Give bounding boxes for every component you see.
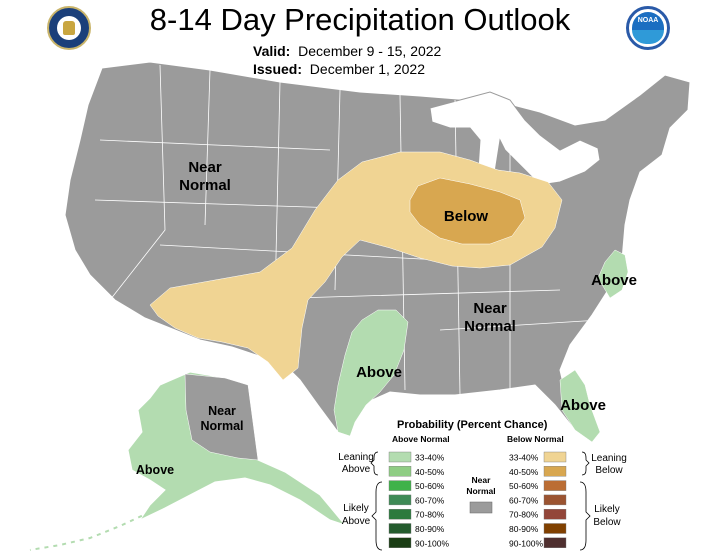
legend-near-normal-line1: Near bbox=[472, 475, 492, 485]
noaa-logo-icon: NOAA bbox=[626, 6, 670, 50]
legend-below-label-3: 60-70% bbox=[509, 495, 539, 505]
legend-below-label-6: 90-100% bbox=[509, 538, 543, 548]
map-title: 8-14 Day Precipitation Outlook bbox=[149, 2, 571, 37]
alaska-near-normal bbox=[184, 373, 259, 461]
legend-above-label-3: 60-70% bbox=[415, 495, 445, 505]
legend-below-swatch-4 bbox=[543, 509, 567, 520]
legend-above-swatches: 33-40% 40-50% 50-60% 60-70% 70-80% 80-90% 90-1… bbox=[388, 451, 449, 548]
legend-leaning-below-line1: Leaning bbox=[591, 453, 627, 464]
label-near-normal-alaska-line1: Near bbox=[208, 404, 236, 418]
legend-leaning-below-line2: Below bbox=[595, 465, 623, 476]
legend-above-label-4: 70-80% bbox=[415, 510, 445, 520]
brace-leaning-below bbox=[581, 451, 590, 476]
label-above-carolinas: Above bbox=[591, 272, 637, 289]
legend-leaning-above-line2: Above bbox=[342, 464, 371, 475]
brace-likely-below bbox=[579, 481, 591, 551]
legend-above-swatch-0 bbox=[388, 451, 412, 463]
legend-above-swatch-1 bbox=[388, 466, 412, 477]
brace-likely-above bbox=[371, 481, 383, 551]
label-below-midwest: Below bbox=[444, 208, 489, 225]
legend-below-swatch-3 bbox=[543, 494, 567, 506]
issued-label: Issued: bbox=[253, 61, 303, 77]
legend-leaning-above-line1: Leaning bbox=[338, 452, 374, 463]
legend-below-swatch-6 bbox=[543, 537, 567, 548]
legend-likely-above-line2: Above bbox=[342, 516, 371, 527]
valid-label: Valid: bbox=[253, 43, 291, 59]
legend-above-swatch-3 bbox=[388, 494, 412, 506]
legend-above-swatch-4 bbox=[388, 509, 412, 520]
label-near-normal-west-line1: Near bbox=[188, 159, 222, 176]
issued-date: Issued: December 1, 2022 bbox=[253, 61, 425, 77]
label-above-texas: Above bbox=[356, 364, 402, 381]
legend-above-header: Above Normal bbox=[392, 434, 450, 444]
legend-title: Probability (Percent Chance) bbox=[397, 419, 548, 431]
legend-below-label-5: 80-90% bbox=[509, 524, 539, 534]
label-near-normal-alaska-line2: Normal bbox=[200, 419, 243, 433]
legend-below-swatch-1 bbox=[543, 466, 567, 477]
commerce-seal-icon bbox=[47, 6, 91, 50]
legend-near-normal-line2: Normal bbox=[466, 486, 495, 496]
leaning-above-florida bbox=[559, 369, 601, 443]
legend-below-header: Below Normal bbox=[507, 434, 564, 444]
legend-likely-below-line1: Likely bbox=[594, 504, 620, 515]
legend-below-label-2: 50-60% bbox=[509, 481, 539, 491]
legend: Probability (Percent Chance) Above Norma… bbox=[338, 419, 627, 551]
legend-near-normal-swatch bbox=[469, 501, 493, 514]
legend-above-swatch-6 bbox=[388, 537, 412, 548]
legend-above-swatch-2 bbox=[388, 480, 412, 491]
legend-above-label-1: 40-50% bbox=[415, 467, 445, 477]
label-near-normal-southeast-line1: Near bbox=[473, 300, 507, 317]
legend-above-label-2: 50-60% bbox=[415, 481, 445, 491]
label-above-florida: Above bbox=[560, 397, 606, 414]
label-near-normal-southeast-line2: Normal bbox=[464, 318, 516, 335]
valid-dates: Valid: December 9 - 15, 2022 bbox=[253, 43, 441, 59]
legend-below-label-4: 70-80% bbox=[509, 510, 539, 520]
noaa-logo-text: NOAA bbox=[637, 17, 659, 24]
valid-dates-value: December 9 - 15, 2022 bbox=[298, 43, 442, 59]
issued-date-value: December 1, 2022 bbox=[309, 61, 425, 77]
legend-below-label-0: 33-40% bbox=[509, 453, 539, 463]
legend-above-label-6: 90-100% bbox=[415, 538, 449, 548]
brace-leaning-above bbox=[370, 451, 379, 476]
legend-below-swatch-5 bbox=[543, 523, 567, 534]
label-above-alaska: Above bbox=[136, 463, 174, 477]
legend-above-swatch-5 bbox=[388, 523, 412, 534]
below-region bbox=[409, 177, 526, 245]
legend-above-label-0: 33-40% bbox=[415, 453, 445, 463]
legend-below-label-1: 40-50% bbox=[509, 467, 539, 477]
leaning-above-texas bbox=[333, 309, 409, 437]
legend-below-swatches: 33-40% 40-50% 50-60% 60-70% 70-80% 80-90% 90-1… bbox=[509, 451, 567, 548]
legend-above-label-5: 80-90% bbox=[415, 524, 445, 534]
label-near-normal-west-line2: Normal bbox=[179, 177, 231, 194]
aleutian-islands bbox=[29, 511, 151, 551]
leaning-above-carolinas bbox=[597, 249, 629, 299]
legend-below-swatch-0 bbox=[543, 451, 567, 463]
legend-likely-below-line2: Below bbox=[593, 517, 621, 528]
legend-likely-above-line1: Likely bbox=[343, 503, 369, 514]
legend-below-swatch-2 bbox=[543, 480, 567, 491]
